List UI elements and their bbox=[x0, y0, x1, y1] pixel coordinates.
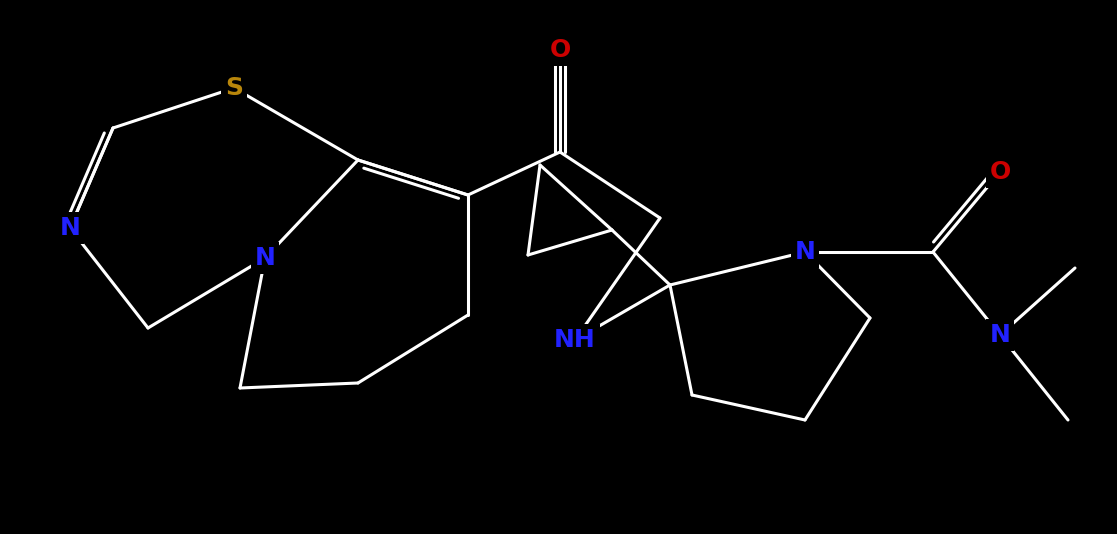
Text: O: O bbox=[990, 160, 1011, 184]
Text: NH: NH bbox=[554, 328, 595, 352]
Text: N: N bbox=[794, 240, 815, 264]
Text: S: S bbox=[225, 76, 244, 100]
Text: N: N bbox=[255, 246, 276, 270]
Text: O: O bbox=[550, 38, 571, 62]
Text: N: N bbox=[990, 323, 1011, 347]
Text: N: N bbox=[59, 216, 80, 240]
